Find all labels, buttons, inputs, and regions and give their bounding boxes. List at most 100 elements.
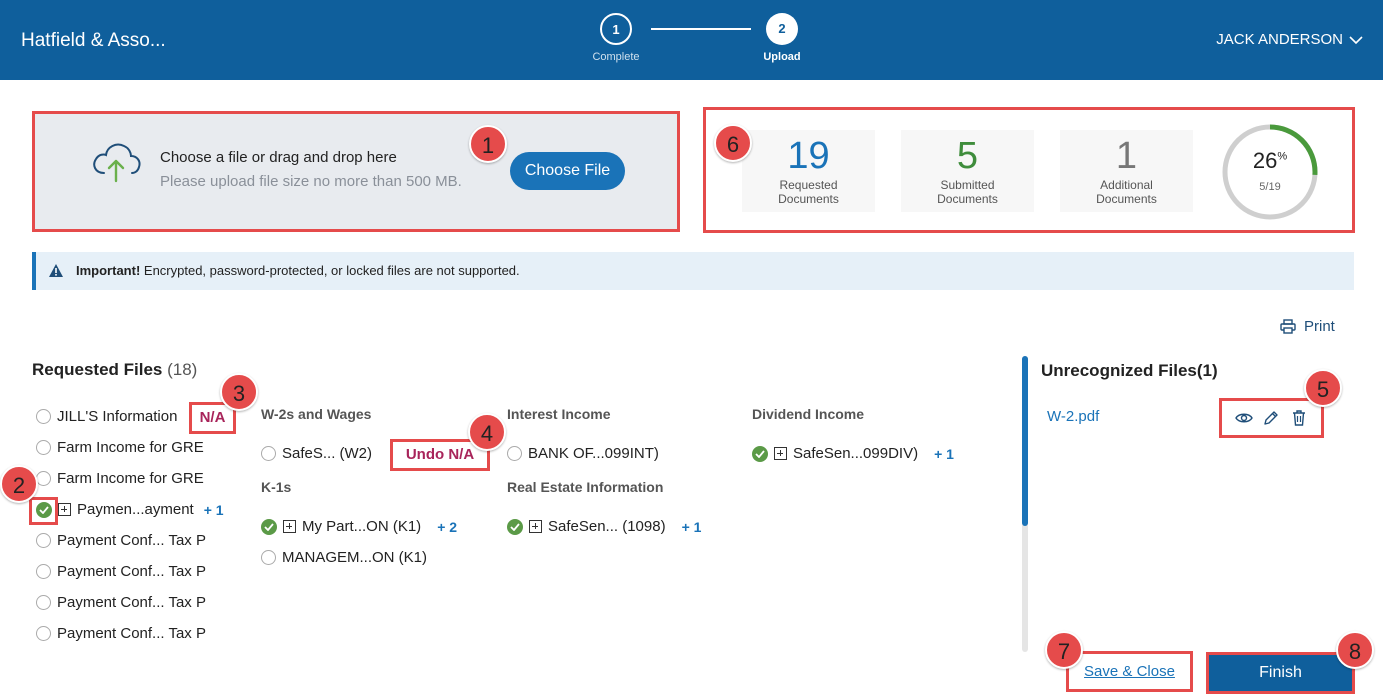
unrecognized-file-link[interactable]: W-2.pdf	[1047, 408, 1100, 425]
save-close-button[interactable]: Save & Close	[1066, 651, 1193, 692]
marker-badge: 6	[714, 124, 752, 162]
more-count[interactable]: + 1	[681, 518, 702, 535]
marker-badge: 7	[1045, 631, 1083, 669]
user-menu[interactable]: JACK ANDERSON	[1216, 31, 1363, 48]
category-item[interactable]: MANAGEM...ON (K1)	[261, 549, 427, 566]
additional-documents-card: 1 Additional Documents	[1060, 130, 1193, 212]
marker-badge: 5	[1304, 369, 1342, 407]
expand-icon[interactable]	[283, 520, 296, 533]
important-notice: Important! Encrypted, password-protected…	[32, 252, 1354, 290]
marker-badge: 3	[220, 373, 258, 411]
list-item-label: Farm Income for GRE	[57, 439, 204, 456]
pencil-icon[interactable]	[1262, 409, 1280, 427]
unrecognized-files-title: Unrecognized Files(1)	[1041, 361, 1218, 380]
radio-button[interactable]	[36, 533, 51, 548]
step-number: 1	[600, 13, 632, 45]
stats-panel: 19 Requested Documents 5 Submitted Docum…	[703, 107, 1355, 233]
na-button[interactable]: N/A	[189, 402, 236, 434]
list-item[interactable]: Payment Conf... Tax P	[36, 625, 213, 642]
requested-files-title: Requested Files (18)	[32, 360, 198, 379]
category-item-label: SafeSen... (1098)	[548, 518, 666, 535]
submitted-label: Submitted Documents	[937, 178, 998, 206]
list-item-label: Payment Conf... Tax P	[57, 594, 206, 611]
category-item-label: MANAGEM...ON (K1)	[282, 549, 428, 566]
upload-dropzone[interactable]: Choose a file or drag and drop here Plea…	[32, 111, 680, 232]
choose-file-button[interactable]: Choose File	[510, 152, 625, 190]
requested-label: Requested Documents	[778, 178, 839, 206]
list-item-label: Farm Income for GRE	[57, 470, 204, 487]
step-upload[interactable]: 2 Upload	[732, 13, 832, 63]
check-circle-icon[interactable]	[507, 518, 523, 535]
list-item[interactable]: Payment Conf... Tax P	[36, 594, 213, 611]
progress-gauge	[1222, 124, 1318, 220]
expand-icon[interactable]	[58, 503, 71, 516]
radio-button[interactable]	[36, 564, 51, 579]
category-item[interactable]: SafeSen...099DIV) + 1	[752, 445, 954, 462]
step-label: Upload	[763, 51, 801, 63]
category-item[interactable]: My Part...ON (K1) + 2	[261, 518, 457, 535]
category-item-label: My Part...ON (K1)	[302, 518, 422, 535]
notice-text: Encrypted, password-protected, or locked…	[140, 263, 520, 278]
scrollbar-thumb[interactable]	[1022, 356, 1028, 526]
requested-count: 19	[787, 135, 830, 177]
trash-icon[interactable]	[1290, 409, 1308, 427]
undo-na-button[interactable]: Undo N/A	[390, 439, 490, 471]
list-item[interactable]: Farm Income for GRE	[36, 470, 213, 487]
radio-button[interactable]	[261, 446, 276, 461]
marker-badge: 1	[469, 125, 507, 163]
category-dividend-title: Dividend Income	[752, 406, 865, 422]
list-item[interactable]: Payment Conf... Tax P	[36, 563, 213, 580]
radio-button[interactable]	[36, 440, 51, 455]
step-complete[interactable]: 1 Complete	[566, 13, 666, 63]
progress-fraction: 5/19	[1259, 181, 1281, 193]
finish-button[interactable]: Finish	[1206, 652, 1355, 694]
radio-button[interactable]	[36, 595, 51, 610]
list-item-label: Payment Conf... Tax P	[57, 625, 206, 642]
more-count[interactable]: + 1	[934, 445, 954, 462]
top-bar: Hatfield & Asso... 1 Complete 2 Upload J…	[0, 0, 1383, 80]
more-count[interactable]: + 2	[437, 518, 458, 535]
list-item-label: JILL'S Information	[57, 408, 178, 425]
list-item[interactable]: Paymen...ayment + 1	[36, 501, 224, 518]
cloud-upload-icon	[93, 143, 141, 183]
list-item[interactable]: Payment Conf... Tax P	[36, 532, 213, 549]
expand-icon[interactable]	[774, 447, 787, 460]
list-item[interactable]: Farm Income for GRE	[36, 439, 213, 456]
upload-size-hint: Please upload file size no more than 500…	[160, 173, 462, 190]
radio-button[interactable]	[36, 471, 51, 486]
radio-button[interactable]	[507, 446, 522, 461]
print-label: Print	[1304, 318, 1335, 335]
category-item[interactable]: SafeSen... (1098) + 1	[507, 518, 701, 535]
progress-arc	[1222, 124, 1318, 220]
progress-percent: 26%	[1252, 148, 1288, 173]
user-name: JACK ANDERSON	[1216, 31, 1343, 48]
notice-strong: Important!	[76, 263, 141, 278]
additional-label: Additional Documents	[1096, 178, 1157, 206]
expand-icon[interactable]	[529, 520, 542, 533]
category-item[interactable]: SafeS... (W2)	[261, 445, 372, 462]
eye-icon[interactable]	[1235, 409, 1253, 427]
category-k1-title: K-1s	[261, 479, 292, 495]
check-circle-icon[interactable]	[261, 518, 277, 535]
printer-icon	[1280, 319, 1296, 334]
list-item[interactable]: JILL'S Information	[36, 408, 187, 425]
radio-button[interactable]	[261, 550, 276, 565]
print-button[interactable]: Print	[1280, 318, 1335, 335]
additional-count: 1	[1115, 135, 1138, 177]
category-item-label: BANK OF...099INT)	[528, 445, 659, 462]
marker-badge: 4	[468, 413, 506, 451]
radio-button[interactable]	[36, 409, 51, 424]
more-count[interactable]: + 1	[203, 501, 224, 518]
category-interest-title: Interest Income	[507, 406, 611, 422]
radio-button[interactable]	[36, 626, 51, 641]
step-connector	[651, 28, 751, 30]
list-item-label: Payment Conf... Tax P	[57, 563, 206, 580]
file-actions	[1219, 398, 1324, 438]
check-circle-icon[interactable]	[752, 445, 768, 462]
app-title: Hatfield & Asso...	[21, 30, 166, 51]
check-circle-icon[interactable]	[36, 501, 52, 518]
marker-badge: 8	[1336, 631, 1374, 669]
requested-documents-card: 19 Requested Documents	[742, 130, 875, 212]
step-label: Complete	[592, 51, 640, 63]
category-item[interactable]: BANK OF...099INT)	[507, 445, 659, 462]
